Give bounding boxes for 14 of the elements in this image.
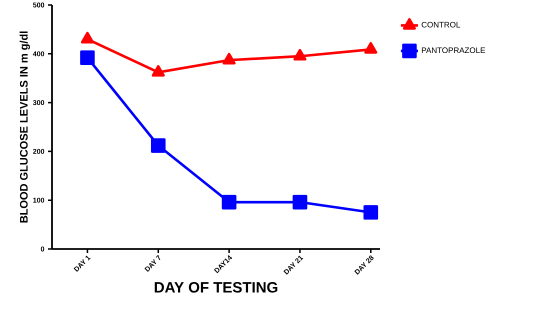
point <box>222 194 236 210</box>
legend-label: CONTROL <box>422 22 460 28</box>
point <box>80 32 94 44</box>
point <box>150 138 166 153</box>
x-axis-title: DAY OF TESTING <box>154 282 278 293</box>
point <box>292 194 308 210</box>
point <box>152 65 165 77</box>
point <box>363 205 378 220</box>
point <box>364 42 378 54</box>
legend-label: PANTOPRAZOLE <box>422 47 486 54</box>
point <box>222 52 236 64</box>
point <box>293 48 306 61</box>
point <box>80 50 95 65</box>
y-axis-title: BLOOD GLUCOSE LEVELS IN m g/dl <box>20 32 30 223</box>
